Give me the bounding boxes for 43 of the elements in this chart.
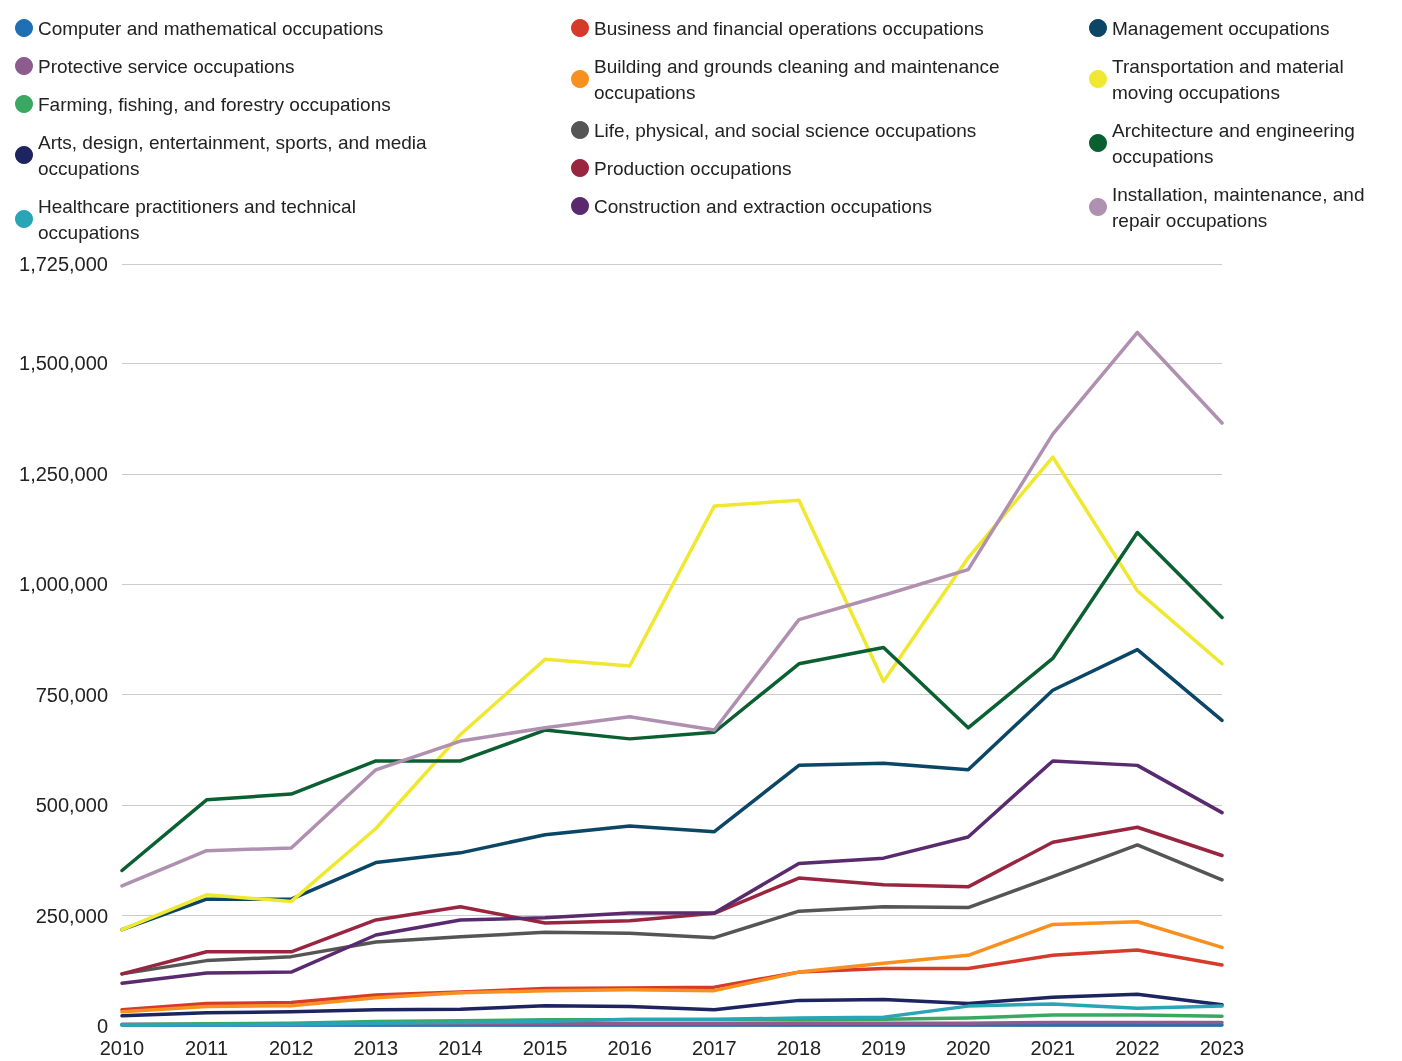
x-tick-label: 2010 <box>99 1037 145 1059</box>
legend-label: Installation, maintenance, and repair occupations <box>1112 183 1370 231</box>
legend-label: Architecture and engineering occupations <box>1112 119 1361 167</box>
line-series <box>120 455 1224 932</box>
x-tick-label: 2017 <box>692 1037 737 1059</box>
x-tick-label: 2018 <box>776 1037 822 1059</box>
legend-label: Life, physical, and social science occupations <box>594 119 977 141</box>
line-series <box>120 992 1224 1018</box>
legend-label: Management occupations <box>1112 17 1330 39</box>
y-tick-label: 500,000 <box>35 794 108 817</box>
x-tick-label: 2016 <box>607 1037 652 1059</box>
x-tick-label: 2012 <box>268 1037 314 1059</box>
line-series <box>120 330 1224 888</box>
y-tick-label: 750,000 <box>35 683 108 706</box>
legend-label: Protective service occupations <box>38 55 295 77</box>
line-series <box>120 1002 1224 1027</box>
legend-label: Computer and mathematical occupations <box>38 17 384 39</box>
line-series <box>120 759 1224 985</box>
x-tick-label: 2014 <box>438 1037 483 1059</box>
x-tick-label: 2015 <box>522 1037 568 1059</box>
legend-label: Healthcare practitioners and technical occupations <box>38 195 362 243</box>
line-series <box>120 920 1224 1014</box>
legend-label: Building and grounds cleaning and maintenance occupations <box>594 55 1005 103</box>
legend-label: Business and financial operations occupations <box>594 17 984 39</box>
y-tick-label: 250,000 <box>35 904 108 927</box>
line-series <box>120 530 1224 873</box>
x-tick-label: 2023 <box>1199 1037 1245 1059</box>
legend-label: Arts, design, entertainment, sports, and media occupations <box>38 131 432 179</box>
legend-label: Production occupations <box>594 157 792 179</box>
y-tick-label: 1,250,000 <box>19 462 108 485</box>
y-tick-label: 1,000,000 <box>19 573 108 596</box>
legend-label: Transportation and material moving occupations <box>1112 55 1349 103</box>
legend-label: Farming, fishing, and forestry occupations <box>38 93 391 115</box>
legend-label: Construction and extraction occupations <box>594 195 932 217</box>
x-tick-label: 2013 <box>353 1037 399 1059</box>
y-tick-label: 1,725,000 <box>19 253 108 275</box>
x-tick-label: 2022 <box>1115 1037 1160 1059</box>
x-tick-label: 2011 <box>185 1037 229 1059</box>
y-tick-label: 1,500,000 <box>19 352 108 375</box>
y-tick-label: 0 <box>96 1015 108 1037</box>
x-tick-label: 2019 <box>861 1037 906 1059</box>
x-tick-label: 2020 <box>945 1037 991 1059</box>
x-tick-label: 2021 <box>1030 1037 1076 1059</box>
